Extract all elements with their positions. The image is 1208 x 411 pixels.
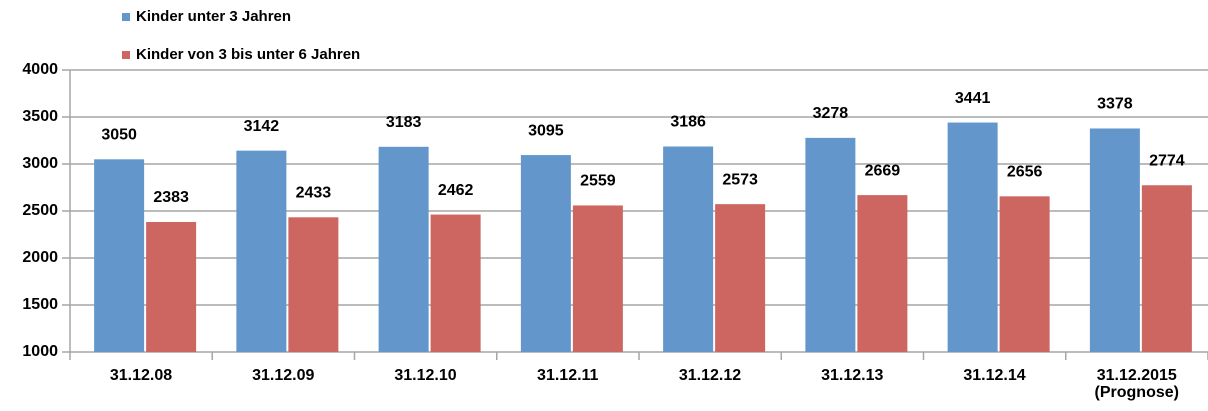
y-tick-label: 2500 xyxy=(22,202,58,219)
bar xyxy=(1089,128,1140,352)
value-label: 2462 xyxy=(438,182,474,199)
value-label: 2559 xyxy=(580,173,616,190)
legend-label: Kinder von 3 bis unter 6 Jahren xyxy=(136,46,360,63)
bar xyxy=(805,137,856,352)
value-label: 3095 xyxy=(528,122,564,139)
value-label: 3183 xyxy=(386,114,422,131)
bar xyxy=(94,159,145,352)
x-tick-label: 31.12.14 xyxy=(963,367,1026,384)
value-label: 3050 xyxy=(101,127,137,144)
x-tick-label: 31.12.08 xyxy=(109,367,173,384)
value-label: 3378 xyxy=(1097,96,1133,113)
value-label: 3186 xyxy=(670,114,706,131)
y-tick-label: 3500 xyxy=(22,108,58,125)
x-tick-label: 31.12.13 xyxy=(821,367,884,384)
bar xyxy=(288,217,339,352)
value-label: 2669 xyxy=(865,162,901,179)
y-tick-label: 1500 xyxy=(22,296,58,313)
value-label: 2433 xyxy=(296,185,332,202)
bar xyxy=(430,214,481,352)
value-label: 3441 xyxy=(955,90,991,107)
bar xyxy=(520,155,571,352)
bar xyxy=(236,150,287,352)
bar xyxy=(572,205,623,352)
bar xyxy=(715,204,766,352)
value-label: 3278 xyxy=(813,105,849,122)
legend-label: Kinder unter 3 Jahren xyxy=(136,8,291,25)
x-tick-label: 31.12.2015 (Prognose) xyxy=(1094,367,1179,401)
value-label: 3142 xyxy=(244,118,280,135)
bar xyxy=(146,221,197,352)
value-label: 2383 xyxy=(153,189,189,206)
bar xyxy=(999,196,1050,352)
bar xyxy=(947,122,998,353)
value-label: 2573 xyxy=(722,171,758,188)
bar xyxy=(1141,185,1192,352)
y-tick-label: 1000 xyxy=(22,343,58,360)
y-tick-label: 4000 xyxy=(22,61,58,78)
value-label: 2774 xyxy=(1149,152,1185,169)
x-tick-label: 31.12.11 xyxy=(537,367,599,384)
legend-swatch xyxy=(122,51,130,59)
value-label: 2656 xyxy=(1007,164,1043,181)
x-tick-label: 31.12.12 xyxy=(678,367,742,384)
legend-swatch xyxy=(122,13,130,21)
y-tick-label: 2000 xyxy=(22,249,58,266)
x-tick-label: 31.12.10 xyxy=(394,367,457,384)
x-tick-label: 31.12.09 xyxy=(252,367,315,384)
bar xyxy=(663,146,714,352)
bar xyxy=(378,146,429,352)
bar xyxy=(857,195,908,352)
y-tick-label: 3000 xyxy=(22,155,58,172)
